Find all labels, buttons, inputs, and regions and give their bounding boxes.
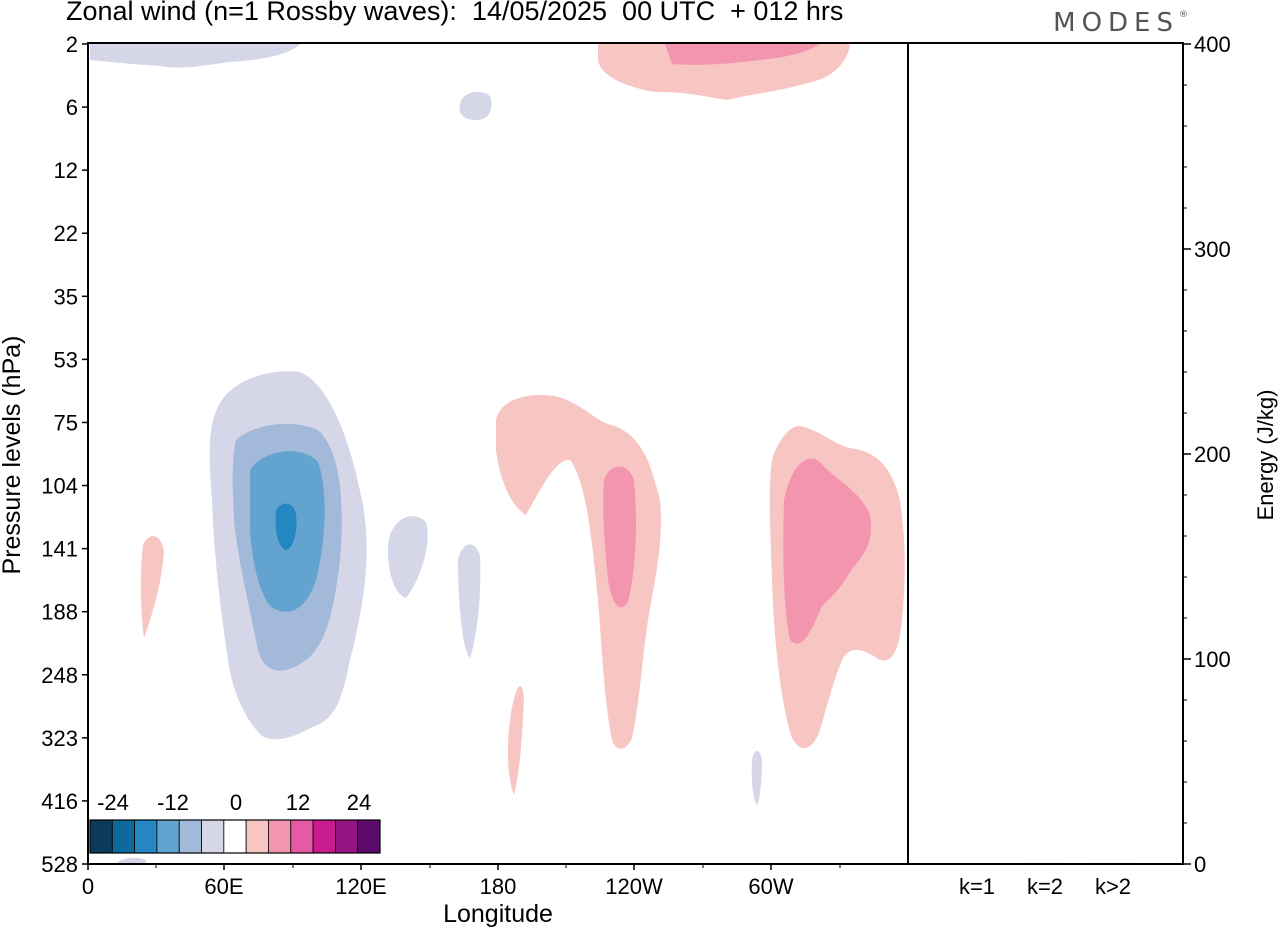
energy-bar	[1022, 862, 1068, 864]
contour-region	[665, 44, 820, 65]
y-tick-label: 416	[41, 789, 78, 814]
energy-axis-title: Energy (J/kg)	[1253, 390, 1278, 521]
x-tick-label: 60E	[204, 874, 243, 899]
y-tick-label: 35	[54, 284, 78, 309]
registered-mark: ®	[1179, 10, 1188, 20]
colorbar-label: 24	[347, 790, 371, 815]
contour-field	[90, 44, 905, 864]
logo-text: MODES	[1053, 8, 1179, 38]
y-tick-label: 248	[41, 663, 78, 688]
contour-region	[783, 458, 872, 644]
x-tick-label: 0	[82, 874, 94, 899]
y-tick-label: 75	[54, 410, 78, 435]
chart-title: Zonal wind (n=1 Rossby waves): 14/05/202…	[66, 0, 844, 26]
energy-tick-label: 0	[1194, 852, 1206, 877]
colorbar-swatch	[201, 819, 225, 854]
x-tick-label: 120E	[335, 874, 386, 899]
x-tick-label: 60W	[748, 874, 793, 899]
energy-tick-label: 100	[1194, 647, 1231, 672]
colorbar-swatch	[89, 819, 113, 854]
contour-region	[140, 536, 164, 638]
y-tick-label: 528	[41, 852, 78, 877]
y-tick-label: 12	[54, 158, 78, 183]
contour-region	[118, 857, 146, 864]
colorbar-label: 12	[286, 790, 310, 815]
contour-region	[387, 516, 428, 598]
colorbar-swatch	[111, 819, 136, 854]
colorbar-swatch	[268, 819, 292, 854]
x-axis-title: Longitude	[443, 900, 553, 928]
contour-region	[459, 91, 492, 120]
contour-region	[507, 686, 524, 795]
y-axis: 2 6 12 22 35 53 75 104 141 188 248 323 416 528	[41, 32, 88, 877]
colorbar-swatch	[156, 819, 180, 854]
colorbar-swatch	[334, 819, 359, 854]
colorbar-swatch	[245, 819, 269, 854]
y-tick-label: 188	[41, 600, 78, 625]
y-tick-label: 53	[54, 347, 78, 372]
colorbar-swatch	[134, 819, 158, 854]
energy-tick-label: 400	[1194, 32, 1231, 57]
y-tick-label: 141	[41, 537, 78, 562]
colorbar-swatch	[223, 819, 247, 854]
energy-bar	[1090, 862, 1136, 864]
colorbar: -24 -12 0 12 24	[89, 790, 381, 854]
y-tick-label: 22	[54, 221, 78, 246]
y-tick-label: 104	[41, 474, 78, 499]
colorbar-swatch	[312, 819, 336, 854]
colorbar-label: 0	[230, 790, 242, 815]
right-plot-frame	[907, 42, 1184, 865]
energy-category-label: k=1	[959, 874, 995, 899]
energy-category-label: k=2	[1027, 874, 1063, 899]
colorbar-label: -24	[97, 790, 129, 815]
modes-logo: MODES®	[1053, 8, 1188, 38]
contour-region	[90, 44, 300, 68]
x-tick-label: 180	[480, 874, 517, 899]
contour-region	[275, 503, 297, 550]
colorbar-frame	[89, 819, 381, 854]
y-tick-label: 6	[66, 95, 78, 120]
contour-region	[598, 44, 850, 100]
y-axis-title: Pressure levels (hPa)	[0, 336, 26, 575]
x-axis: 0 60E 120E 180 120W 60W	[82, 864, 841, 899]
x-tick-label: 120W	[605, 874, 663, 899]
y-tick-label: 2	[66, 32, 78, 57]
colorbar-swatch	[357, 819, 381, 854]
energy-tick-label: 200	[1194, 442, 1231, 467]
energy-axis: 0 100 200 300 400	[1183, 32, 1231, 877]
energy-bar	[954, 863, 1000, 865]
colorbar-swatch	[178, 819, 202, 854]
energy-bars: k=1 k=2 k>2	[954, 862, 1136, 899]
energy-category-label: k>2	[1095, 874, 1131, 899]
colorbar-label: -12	[157, 790, 189, 815]
contour-region	[603, 466, 636, 608]
contour-region	[751, 751, 762, 805]
contour-region	[458, 544, 481, 658]
y-tick-label: 323	[41, 726, 78, 751]
energy-tick-label: 300	[1194, 237, 1231, 262]
colorbar-swatch	[290, 819, 314, 854]
